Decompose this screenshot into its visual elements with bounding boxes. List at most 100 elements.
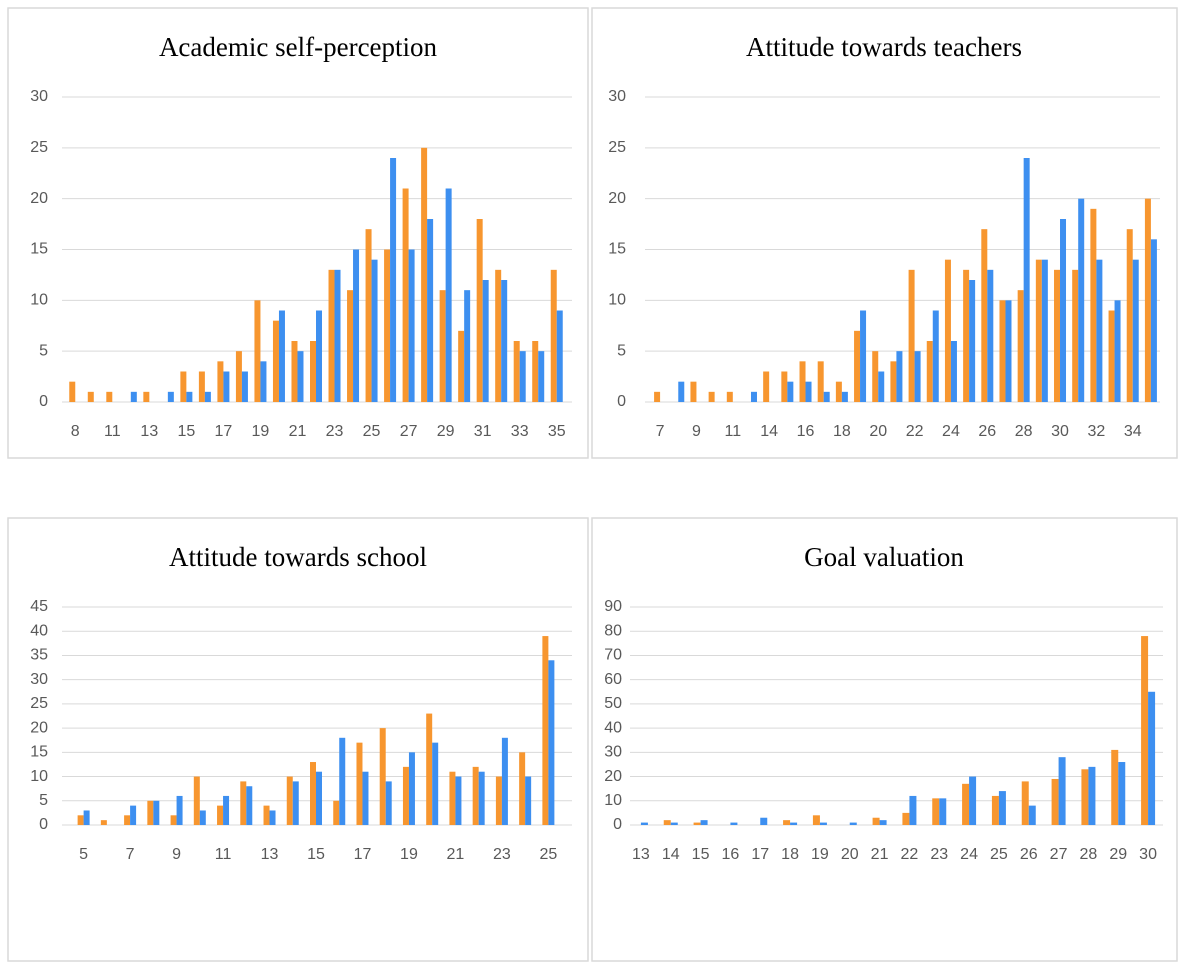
bar xyxy=(223,795,230,825)
bar xyxy=(69,381,76,402)
bar xyxy=(783,820,791,825)
bar xyxy=(478,771,485,825)
x-tick-label: 16 xyxy=(797,423,815,440)
bar xyxy=(455,776,462,825)
x-tick-label: 9 xyxy=(692,423,701,440)
bar xyxy=(548,660,555,825)
x-tick-label: 28 xyxy=(1015,423,1033,440)
bar xyxy=(819,822,827,825)
bar xyxy=(193,776,200,825)
x-tick-label: 17 xyxy=(354,846,372,863)
bar xyxy=(464,290,471,402)
x-tick-label: 21 xyxy=(871,846,889,863)
bar xyxy=(263,805,270,825)
bar xyxy=(879,820,887,825)
x-tick-label: 23 xyxy=(326,423,344,440)
bar xyxy=(914,351,921,402)
x-tick-label: 11 xyxy=(104,423,121,440)
bar xyxy=(130,391,137,402)
x-tick-label: 33 xyxy=(511,423,529,440)
bar xyxy=(334,269,341,402)
bar xyxy=(678,381,685,402)
bar xyxy=(999,300,1006,402)
bar xyxy=(278,310,285,402)
x-tick-label: 19 xyxy=(811,846,829,863)
bar xyxy=(835,381,842,402)
x-tick-label: 14 xyxy=(760,423,778,440)
bar xyxy=(981,229,988,402)
x-tick-label: 7 xyxy=(126,846,135,863)
bar xyxy=(519,752,526,825)
x-tick-label: 13 xyxy=(140,423,158,440)
y-tick-label: 20 xyxy=(604,768,622,785)
bar xyxy=(379,728,386,825)
bar xyxy=(823,391,830,402)
bar xyxy=(1028,805,1036,825)
bar xyxy=(944,259,951,402)
bar xyxy=(458,330,465,402)
y-tick-label: 20 xyxy=(30,190,48,207)
bar xyxy=(1150,239,1157,402)
bar xyxy=(217,361,224,402)
bar xyxy=(130,805,137,825)
bar xyxy=(908,269,915,402)
bar xyxy=(384,249,391,402)
bar xyxy=(700,820,708,825)
bar xyxy=(223,371,230,402)
bar xyxy=(909,795,917,825)
bar xyxy=(991,795,999,825)
bar xyxy=(998,791,1006,825)
panel xyxy=(7,517,589,962)
x-tick-label: 21 xyxy=(447,846,465,863)
bar xyxy=(241,371,248,402)
bar xyxy=(432,742,439,825)
y-tick-label: 10 xyxy=(30,768,48,785)
y-tick-label: 5 xyxy=(617,342,626,359)
y-tick-label: 0 xyxy=(39,816,48,833)
bar xyxy=(872,351,879,402)
x-tick-label: 30 xyxy=(1139,846,1157,863)
bar xyxy=(1090,208,1097,402)
x-tick-label: 27 xyxy=(400,423,418,440)
chart-title: Attitude towards teachers xyxy=(746,32,1022,62)
x-tick-label: 15 xyxy=(307,846,325,863)
bar xyxy=(790,822,798,825)
x-tick-label: 32 xyxy=(1087,423,1105,440)
bar xyxy=(902,812,910,825)
bar xyxy=(240,781,247,825)
panel xyxy=(591,517,1178,962)
bar xyxy=(1005,300,1012,402)
x-tick-label: 23 xyxy=(930,846,948,863)
bar xyxy=(799,361,806,402)
bar xyxy=(339,737,346,825)
bar xyxy=(817,361,824,402)
bar xyxy=(663,820,671,825)
bar xyxy=(292,781,299,825)
bar xyxy=(1114,300,1121,402)
bar xyxy=(100,820,107,825)
bar xyxy=(538,351,545,402)
y-tick-label: 5 xyxy=(39,792,48,809)
bar xyxy=(356,742,363,825)
bar xyxy=(427,219,434,402)
bar xyxy=(726,391,733,402)
bar xyxy=(217,805,224,825)
bar xyxy=(781,371,788,402)
bar xyxy=(147,800,154,825)
bar xyxy=(390,158,397,402)
y-tick-label: 0 xyxy=(613,816,622,833)
bar xyxy=(269,810,276,825)
bar xyxy=(1041,259,1048,402)
x-tick-label: 15 xyxy=(177,423,195,440)
bar xyxy=(176,795,183,825)
bar xyxy=(167,391,174,402)
bar xyxy=(482,280,489,402)
bar xyxy=(670,822,678,825)
x-tick-label: 31 xyxy=(474,423,492,440)
y-tick-label: 5 xyxy=(39,342,48,359)
bar xyxy=(1088,766,1096,825)
bar xyxy=(170,815,177,825)
x-tick-label: 20 xyxy=(869,423,887,440)
x-tick-label: 29 xyxy=(437,423,455,440)
bar xyxy=(476,219,483,402)
